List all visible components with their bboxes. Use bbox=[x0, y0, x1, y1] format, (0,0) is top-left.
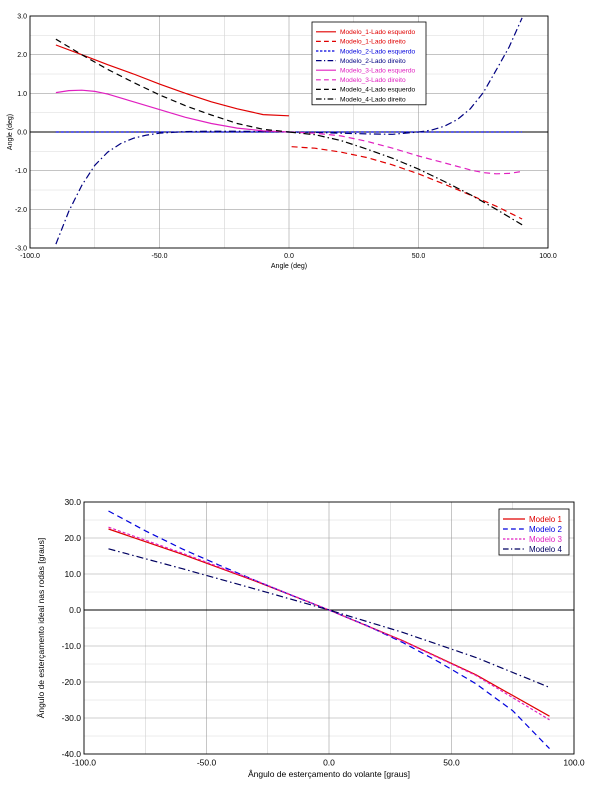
x-tick-label: -50.0 bbox=[197, 758, 217, 768]
x-tick-label: -100.0 bbox=[20, 253, 40, 260]
x-axis-label: Ângulo de esterçamento do volante [graus… bbox=[248, 769, 410, 779]
legend-label: Modelo 4 bbox=[529, 545, 562, 554]
y-tick-label: -1.0 bbox=[15, 168, 27, 175]
y-tick-label: 1.0 bbox=[17, 91, 27, 98]
y-axis-label: Angle (deg) bbox=[7, 114, 14, 150]
legend: Modelo_1-Lado esquerdo Modelo_1-Lado dire… bbox=[311, 21, 427, 106]
x-tick-label: -50.0 bbox=[152, 253, 168, 260]
y-tick-label: -30.0 bbox=[62, 713, 82, 723]
plot-border bbox=[83, 501, 575, 755]
y-tick-label: 0.0 bbox=[69, 605, 81, 615]
legend-label: Modelo 2 bbox=[529, 525, 562, 534]
legend-label: Modelo 3 bbox=[529, 535, 562, 544]
series-line-4 bbox=[108, 548, 550, 688]
legend-label: Modelo_3-Lado esquerdo bbox=[340, 68, 415, 75]
series-line-8 bbox=[288, 131, 523, 226]
y-tick-label: -2.0 bbox=[15, 207, 27, 214]
y-tick-label: -3.0 bbox=[15, 245, 27, 252]
series-line-2 bbox=[291, 146, 523, 220]
legend-box bbox=[311, 21, 427, 106]
y-tick-label: 30.0 bbox=[64, 497, 81, 507]
legend-box bbox=[498, 508, 570, 556]
x-tick-label: -100.0 bbox=[72, 758, 96, 768]
legend-label: Modelo_1-Lado direito bbox=[340, 39, 406, 46]
y-tick-label: 10.0 bbox=[64, 569, 81, 579]
series-line-6 bbox=[288, 131, 523, 175]
x-tick-label: 0.0 bbox=[284, 253, 294, 260]
plot-border bbox=[29, 15, 549, 249]
chart-bottom: -100.0 -50.0 0.0 50.0 100.0 30.0 20.0 10.0 0.0 -1… bbox=[36, 497, 585, 779]
legend-label: Modelo_2-Lado direito bbox=[340, 58, 406, 65]
y-tick-label: 3.0 bbox=[17, 13, 27, 20]
legend-label: Modelo_3-Lado direito bbox=[340, 77, 406, 84]
legend-label: Modelo_4-Lado direito bbox=[340, 96, 406, 103]
legend-label: Modelo_4-Lado esquerdo bbox=[340, 87, 415, 94]
series-line-1 bbox=[55, 44, 290, 117]
y-tick-label: 2.0 bbox=[17, 52, 27, 59]
x-tick-label: 100.0 bbox=[563, 758, 585, 768]
legend-label: Modelo 1 bbox=[529, 515, 562, 524]
y-tick-label: -10.0 bbox=[62, 641, 82, 651]
x-tick-label: 50.0 bbox=[443, 758, 460, 768]
y-tick-label: 20.0 bbox=[64, 533, 81, 543]
y-tick-label: -40.0 bbox=[62, 749, 82, 759]
legend-label: Modelo_1-Lado esquerdo bbox=[340, 29, 415, 36]
chart-top: -100.0 -50.0 0.0 50.0 100.0 3.0 2.0 1.0 0.0 -1.0 -… bbox=[7, 13, 557, 270]
x-tick-label: 0.0 bbox=[323, 758, 335, 768]
x-axis-label: Angle (deg) bbox=[271, 263, 307, 270]
series-line-5 bbox=[55, 89, 290, 133]
series-line-7 bbox=[55, 38, 290, 133]
y-tick-label: -20.0 bbox=[62, 677, 82, 687]
legend-label: Modelo_2-Lado esquerdo bbox=[340, 48, 415, 55]
x-tick-label: 100.0 bbox=[539, 253, 557, 260]
y-tick-label: 0.0 bbox=[17, 129, 27, 136]
y-axis-label: Ângulo de esterçamento ideal nas rodas [… bbox=[36, 538, 46, 719]
x-tick-label: 50.0 bbox=[412, 253, 426, 260]
